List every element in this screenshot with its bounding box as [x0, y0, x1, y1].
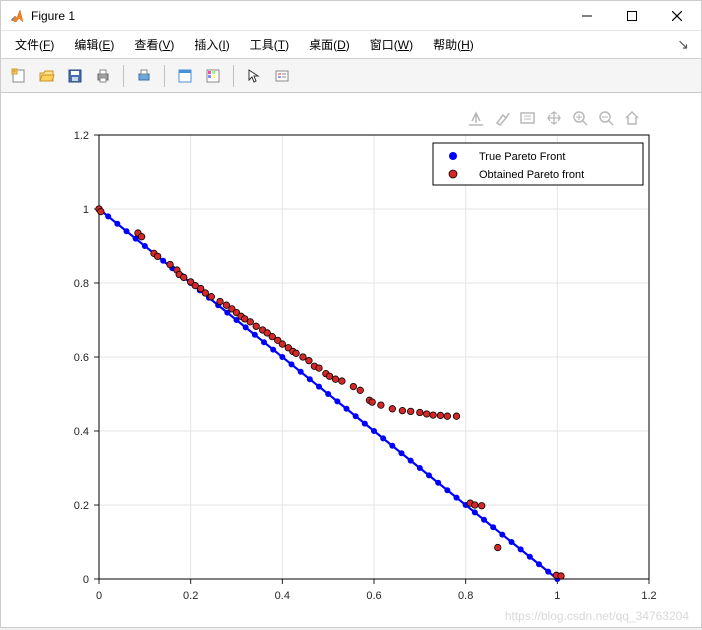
figure-toolbar: [1, 59, 701, 93]
close-button[interactable]: [654, 1, 699, 31]
svg-text:1.2: 1.2: [641, 590, 656, 602]
menu-h[interactable]: 帮助(H): [427, 34, 480, 55]
undock-icon[interactable]: ↘: [677, 36, 693, 53]
axes-toolbar: [469, 112, 638, 125]
svg-text:1: 1: [554, 590, 560, 602]
svg-text:1.2: 1.2: [74, 130, 89, 142]
save-button[interactable]: [63, 64, 87, 88]
window-title: Figure 1: [31, 9, 564, 23]
print-button[interactable]: [91, 64, 115, 88]
svg-text:0.2: 0.2: [74, 500, 89, 512]
svg-text:0.6: 0.6: [74, 352, 89, 364]
svg-text:1: 1: [83, 204, 89, 216]
menu-bar: 文件(F) 编辑(E) 查看(V) 插入(I) 工具(T) 桌面(D) 窗口(W) 帮助(H)…: [1, 31, 701, 59]
open-button[interactable]: [35, 64, 59, 88]
figure-canvas: 0 0.2 0.4 0.6 0.8 1 1.2 0 0.2 0.4 0.6 0.8 1 1.2 True P…: [1, 93, 701, 627]
data-tip-icon[interactable]: [521, 113, 534, 123]
svg-text:0.8: 0.8: [74, 278, 89, 290]
menu-v[interactable]: 查看(V): [128, 34, 180, 55]
home-icon[interactable]: [626, 112, 638, 124]
toolbar-sep: [164, 65, 165, 87]
menu-w[interactable]: 窗口(W): [364, 34, 419, 55]
maximize-button[interactable]: [609, 1, 654, 31]
svg-text:0.6: 0.6: [366, 590, 381, 602]
svg-text:Obtained Pareto front: Obtained Pareto front: [479, 169, 584, 181]
menu-e[interactable]: 编辑(E): [68, 34, 120, 55]
menu-t[interactable]: 工具(T): [244, 34, 295, 55]
export-icon[interactable]: [469, 113, 483, 125]
watermark-text: https://blog.csdn.net/qq_34763204: [505, 609, 689, 623]
svg-text:0: 0: [96, 590, 102, 602]
pan-icon[interactable]: [548, 112, 560, 124]
svg-text:0.2: 0.2: [183, 590, 198, 602]
brush-icon[interactable]: [497, 113, 509, 125]
print-preview-button[interactable]: [132, 64, 156, 88]
toolbar-sep: [123, 65, 124, 87]
menu-f[interactable]: 文件(F): [9, 34, 60, 55]
svg-text:0.8: 0.8: [458, 590, 473, 602]
insert-legend-button[interactable]: [270, 64, 294, 88]
svg-text:0.4: 0.4: [275, 590, 290, 602]
title-bar: Figure 1: [1, 1, 701, 31]
colorbar-button[interactable]: [201, 64, 225, 88]
legend[interactable]: True Pareto Front Obtained Pareto front: [433, 143, 643, 185]
svg-text:True Pareto Front: True Pareto Front: [479, 151, 565, 163]
svg-text:0: 0: [83, 574, 89, 586]
svg-text:0.4: 0.4: [74, 426, 89, 438]
zoom-in-icon[interactable]: [574, 112, 587, 125]
menu-d[interactable]: 桌面(D): [303, 34, 356, 55]
minimize-button[interactable]: [564, 1, 609, 31]
matlab-icon: [9, 8, 25, 24]
zoom-out-icon[interactable]: [600, 112, 613, 125]
axes[interactable]: 0 0.2 0.4 0.6 0.8 1 1.2 0 0.2 0.4 0.6 0.8 1 1.2 True P…: [1, 93, 702, 627]
toolbar-sep: [233, 65, 234, 87]
new-figure-button[interactable]: [7, 64, 31, 88]
menu-i[interactable]: 插入(I): [188, 34, 235, 55]
link-plot-button[interactable]: [173, 64, 197, 88]
edit-cursor-button[interactable]: [242, 64, 266, 88]
